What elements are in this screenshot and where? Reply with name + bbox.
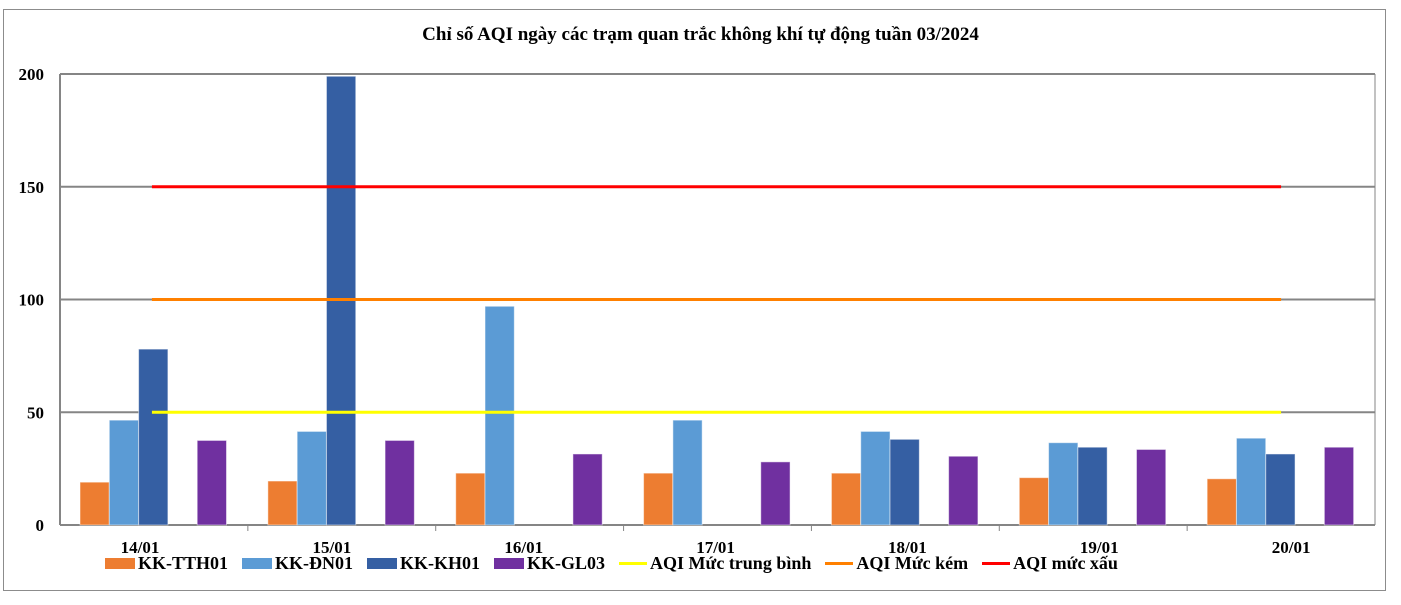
legend-item: KK-KH01 <box>367 553 480 574</box>
bar-kk-tth01-19-01 <box>1018 477 1050 526</box>
x-tick-label: 18/01 <box>888 538 927 557</box>
bar-kk-kh01-18-01 <box>889 438 920 526</box>
bar-kk-gl03-15-01 <box>384 439 415 526</box>
legend-item: AQI Mức trung bình <box>619 553 811 574</box>
x-tick-label: 19/01 <box>1080 538 1119 557</box>
legend-item: KK-GL03 <box>494 553 605 574</box>
bar-kk-đn01-18-01 <box>860 430 891 526</box>
legend-item: KK-ĐN01 <box>242 553 353 574</box>
bar-kk-tth01-16-01 <box>455 472 486 526</box>
legend-item: KK-TTH01 <box>105 553 228 574</box>
legend-swatch <box>494 558 525 569</box>
bar-kk-gl03-20-01 <box>1323 446 1355 526</box>
bar-kk-đn01-14-01 <box>108 419 140 526</box>
legend-label: KK-GL03 <box>527 553 606 573</box>
legend-label: AQI Mức kém <box>856 553 969 573</box>
legend-swatch <box>367 558 398 569</box>
bar-kk-gl03-17-01 <box>760 461 791 526</box>
y-tick-label: 150 <box>19 178 45 197</box>
bar-kk-kh01-20-01 <box>1265 453 1296 526</box>
legend-item: AQI mức xấu <box>982 553 1118 574</box>
bar-kk-tth01-20-01 <box>1206 478 1237 526</box>
bar-kk-gl03-16-01 <box>572 453 603 526</box>
bar-kk-đn01-20-01 <box>1235 437 1267 526</box>
legend-line <box>982 562 1011 565</box>
legend-label: KK-ĐN01 <box>275 553 354 573</box>
bar-kk-đn01-17-01 <box>672 419 703 526</box>
y-tick-label: 50 <box>27 403 44 422</box>
legend-label: AQI mức xấu <box>1013 553 1118 573</box>
x-tick-label: 14/01 <box>121 538 160 557</box>
bar-kk-kh01-14-01 <box>138 348 169 526</box>
x-tick-label: 17/01 <box>696 538 735 557</box>
legend-label: KK-KH01 <box>400 553 481 573</box>
legend-label: AQI Mức trung bình <box>650 553 812 573</box>
y-tick-label: 0 <box>36 516 45 535</box>
bar-kk-tth01-17-01 <box>643 472 674 526</box>
bar-kk-đn01-16-01 <box>484 305 515 526</box>
legend-item: AQI Mức kém <box>825 553 968 574</box>
x-tick-label: 20/01 <box>1272 538 1311 557</box>
bar-kk-gl03-18-01 <box>948 455 979 526</box>
bar-kk-gl03-19-01 <box>1135 448 1167 526</box>
bar-kk-tth01-15-01 <box>267 480 298 526</box>
bar-kk-đn01-15-01 <box>296 430 327 526</box>
chart-title: Chỉ số AQI ngày các trạm quan trắc không… <box>422 24 979 45</box>
legend-line <box>825 562 854 565</box>
chart-frame <box>3 9 1386 591</box>
bar-kk-đn01-19-01 <box>1048 442 1079 526</box>
bar-kk-gl03-14-01 <box>196 439 227 526</box>
legend-swatch <box>105 558 135 569</box>
x-tick-label: 16/01 <box>504 538 543 557</box>
bar-kk-tth01-14-01 <box>79 481 110 526</box>
legend-line <box>619 562 648 565</box>
bar-kk-tth01-18-01 <box>830 472 862 526</box>
bar-kk-kh01-19-01 <box>1077 446 1108 526</box>
legend-swatch <box>242 558 273 569</box>
y-tick-label: 200 <box>19 65 45 84</box>
x-tick-label: 15/01 <box>312 538 351 557</box>
legend-label: KK-TTH01 <box>138 553 229 573</box>
y-tick-label: 100 <box>19 291 45 310</box>
legend: KK-TTH01 KK-ĐN01 KK-KH01 KK-GL03 AQI Mức tru… <box>105 553 1132 574</box>
